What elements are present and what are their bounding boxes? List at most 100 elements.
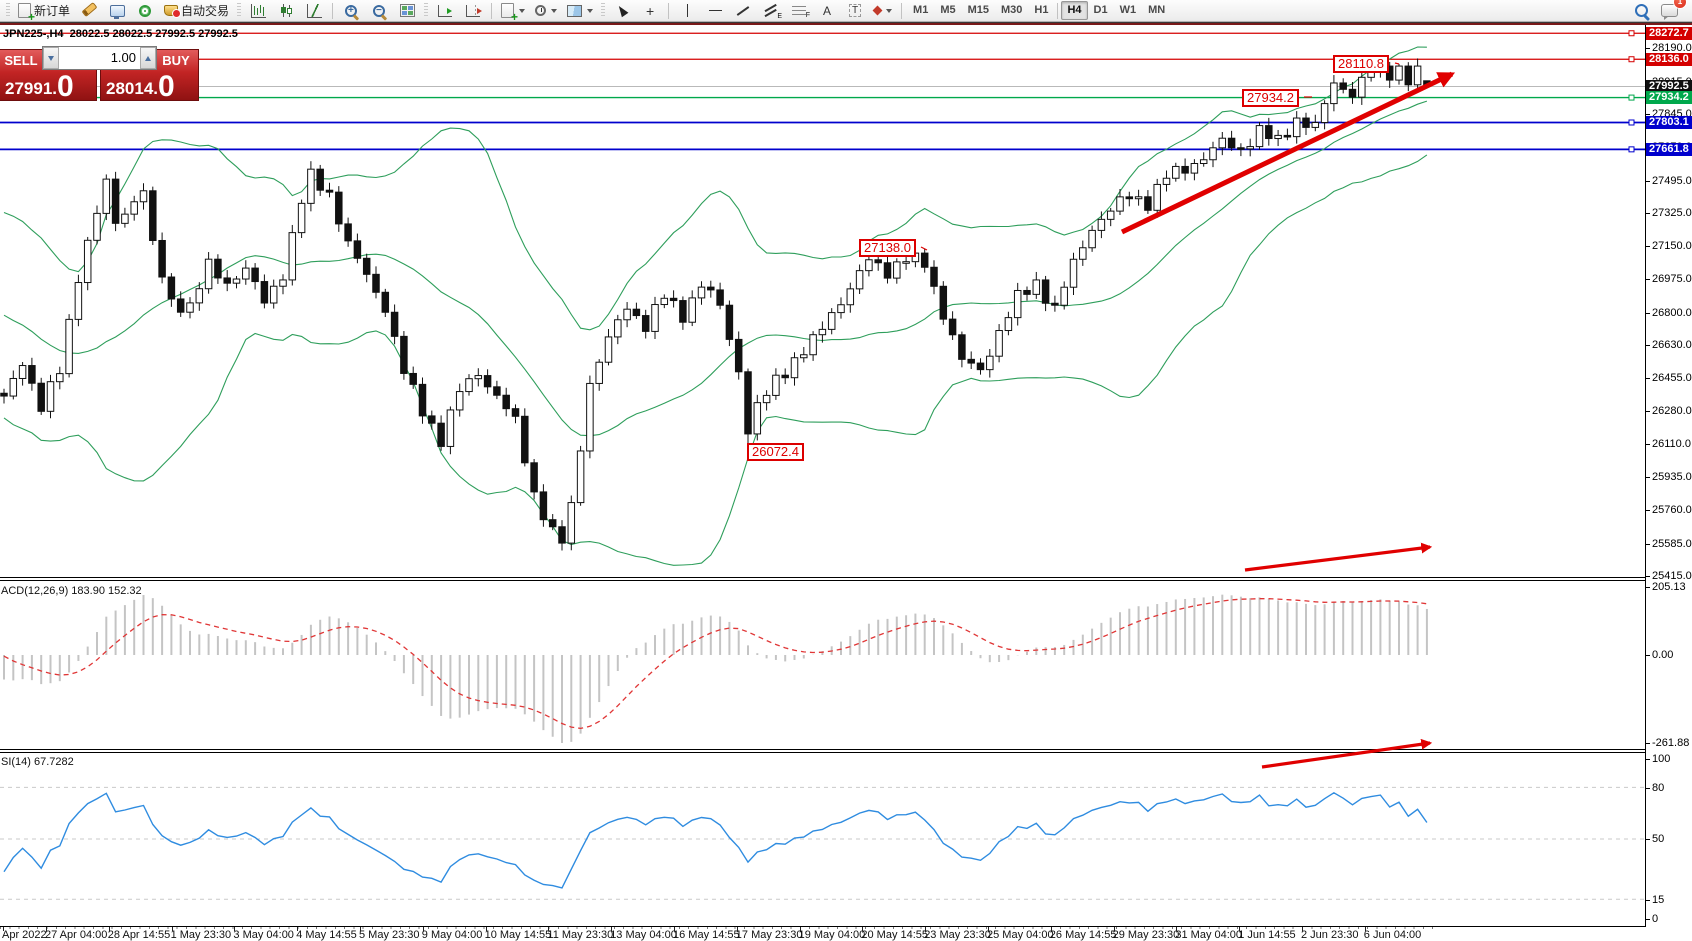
channel-tool[interactable]: E	[758, 0, 784, 21]
signals-icon	[139, 4, 152, 17]
price-tick: 26800.0	[1646, 307, 1692, 319]
sell-button[interactable]: SELL 27991.0	[0, 49, 97, 102]
new-order-label: 新订单	[34, 4, 71, 18]
new-chart-dropdown[interactable]	[497, 0, 529, 23]
fibonacci-icon: F	[792, 6, 810, 19]
arrows-dropdown[interactable]	[870, 0, 896, 21]
chat-icon	[1660, 4, 1678, 20]
timeframe-h4[interactable]: H4	[1061, 1, 1088, 20]
line-chart-button[interactable]	[301, 0, 327, 21]
autotrading-button[interactable]: 自动交易	[160, 0, 233, 21]
cursor-tool[interactable]	[609, 0, 635, 21]
rsi-indicator-label: SI(14) 67.7282	[1, 756, 74, 768]
time-label: 26 May 14:55	[1049, 929, 1117, 941]
horizontal-line-tool[interactable]	[702, 0, 728, 21]
volume-decrease-button[interactable]	[43, 47, 59, 69]
toolbar-separator	[491, 2, 493, 19]
timeframe-m5[interactable]: M5	[940, 4, 956, 16]
time-label: 10 May 14:55	[484, 929, 552, 941]
price-label-28110.8[interactable]: 28110.8	[1333, 55, 1390, 73]
templates-dropdown[interactable]	[563, 0, 597, 21]
fibonacci-tool[interactable]: F	[786, 0, 812, 21]
signals-button[interactable]	[132, 0, 158, 21]
chart-canvas[interactable]	[0, 22, 1645, 927]
periods-dropdown[interactable]	[531, 0, 561, 21]
notifications-button[interactable]: 1	[1656, 0, 1687, 21]
toolbar-grip	[6, 3, 10, 18]
main-price-pane	[0, 30, 1645, 566]
crosshair-tool[interactable]: +	[637, 0, 663, 21]
autotrading-icon	[164, 5, 182, 18]
zoom-out-button[interactable]	[366, 0, 392, 21]
price-badge-28136: 28136.0	[1646, 52, 1692, 66]
time-label: 3 May 04:00	[233, 929, 294, 941]
time-label: 1 Jun 14:55	[1238, 929, 1296, 941]
time-label: 20 May 14:55	[861, 929, 929, 941]
price-label-27934.2[interactable]: 27934.2	[1242, 89, 1299, 107]
bar-chart-button[interactable]	[245, 0, 271, 21]
timeframe-d1[interactable]: D1	[1093, 4, 1108, 16]
text-icon: A	[823, 3, 832, 18]
time-axis[interactable]: Apr 2022 27 Apr 04:00 28 Apr 14:55 1 May 23…	[0, 927, 1645, 941]
sell-label: SELL	[4, 53, 38, 68]
candlestick-icon	[279, 4, 294, 17]
zoom-in-button[interactable]	[338, 0, 364, 21]
buy-label: BUY	[162, 53, 190, 68]
toolbar-grip	[237, 3, 242, 18]
chart-title: JPN225-,H4 28022.5 28022.5 27992.5 27992…	[3, 28, 238, 40]
trendline-tool[interactable]	[730, 0, 756, 21]
auto-scroll-button[interactable]	[432, 0, 458, 21]
vertical-line-tool[interactable]	[674, 0, 700, 21]
time-label: 5 May 23:30	[359, 929, 420, 941]
price-axis[interactable]: 28190.028015.027845.027670.027495.027325…	[1645, 22, 1692, 927]
time-tick	[234, 927, 236, 931]
time-label: 16 May 14:55	[673, 929, 740, 941]
text-tool[interactable]: A	[814, 0, 840, 21]
time-label: 19 May 04:00	[798, 929, 866, 941]
search-button[interactable]	[1628, 0, 1654, 21]
price-label-27138.0[interactable]: 27138.0	[859, 239, 916, 257]
price-badge-27992.5: 27992.5	[1646, 80, 1692, 93]
buy-price-main: 28014.	[106, 79, 158, 98]
window-top-border	[0, 22, 1692, 25]
time-label: 9 May 04:00	[421, 929, 483, 941]
tile-windows-button[interactable]	[394, 0, 420, 21]
styler-button[interactable]	[76, 0, 102, 21]
autotrading-label: 自动交易	[181, 4, 230, 18]
time-tick	[925, 927, 927, 931]
rsi-tick: 50	[1646, 833, 1664, 845]
toolbar: 新订单 自动交易 + E F A T M1M5M15M30H1H4D1W1MN …	[0, 0, 1692, 23]
timeframe-mn[interactable]: MN	[1148, 4, 1166, 16]
timeframe-m1[interactable]: M1	[913, 4, 929, 16]
price-label-26072.4[interactable]: 26072.4	[747, 443, 804, 461]
buy-price: 28014.0	[106, 72, 175, 102]
chart-shift-button[interactable]	[460, 0, 486, 21]
timeframe-m15[interactable]: M15	[967, 4, 989, 16]
volume-increase-button[interactable]	[140, 47, 156, 69]
metaeditor-button[interactable]	[104, 0, 130, 21]
price-badge-27803.1: 27803.1	[1646, 115, 1692, 129]
price-tick: 28190.0	[1646, 43, 1692, 54]
chevron-down-icon	[886, 8, 893, 13]
timeframe-w1[interactable]: W1	[1119, 4, 1137, 16]
rsi-tick: 0	[1646, 913, 1658, 925]
time-label: 13 May 04:00	[610, 929, 677, 941]
time-label: 29 May 23:30	[1112, 929, 1180, 941]
price-tick: 26110.0	[1646, 438, 1691, 450]
time-label: 28 Apr 14:55	[107, 929, 171, 941]
timeframe-m30[interactable]: M30	[1001, 4, 1023, 16]
triangle-down-icon	[48, 55, 54, 61]
time-label: 27 Apr 04:00	[45, 929, 108, 941]
trend-arrow-macd	[1244, 542, 1433, 572]
text-label-tool[interactable]: T	[842, 0, 868, 21]
candlestick-chart-button[interactable]	[273, 0, 299, 21]
price-tick: 27845.0	[1646, 109, 1692, 120]
timeframe-h1[interactable]: H1	[1034, 4, 1049, 16]
time-tick	[422, 927, 424, 931]
volume-input[interactable]: 1.00	[110, 50, 136, 65]
time-tick	[485, 927, 487, 931]
new-order-button[interactable]: 新订单	[14, 0, 74, 23]
bollinger-middle	[3, 100, 1428, 437]
time-tick	[108, 927, 110, 931]
sell-price-main: 27991.	[5, 79, 57, 98]
